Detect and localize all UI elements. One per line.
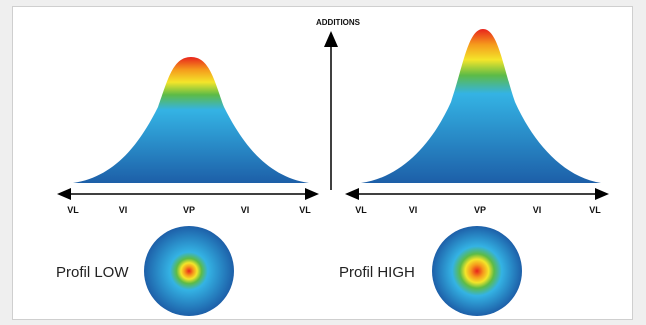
profile-label-low: Profil LOW xyxy=(56,264,129,281)
additions-axis: ADDITIONS xyxy=(316,18,361,190)
profile-label-high: Profil HIGH xyxy=(339,264,415,281)
tick-label: VI xyxy=(119,205,128,215)
tick-label: VL xyxy=(589,205,601,215)
additions-axis-arrow-up-icon xyxy=(324,31,338,47)
tick-label: VI xyxy=(533,205,542,215)
diagram-frame: ADDITIONS VL VI VP VI VL Profil LOW VL V… xyxy=(12,6,633,320)
lens-profile-disc-high xyxy=(432,226,522,316)
axis-arrow-right-icon xyxy=(595,188,609,200)
tick-label: VL xyxy=(299,205,311,215)
axis-arrow-left-icon xyxy=(345,188,359,200)
panel-high: VL VI VP VI VL Profil HIGH xyxy=(339,29,609,316)
additions-axis-label: ADDITIONS xyxy=(316,18,361,27)
axis-arrow-right-icon xyxy=(305,188,319,200)
tick-label: VI xyxy=(409,205,418,215)
tick-label: VL xyxy=(67,205,79,215)
axis-arrow-left-icon xyxy=(57,188,71,200)
distribution-curve-high xyxy=(361,29,601,183)
diagram-canvas: ADDITIONS VL VI VP VI VL Profil LOW VL V… xyxy=(56,18,609,316)
tick-label: VL xyxy=(355,205,367,215)
lens-profile-disc-low xyxy=(144,226,234,316)
tick-label: VP xyxy=(183,205,195,215)
tick-label: VI xyxy=(241,205,250,215)
tick-label: VP xyxy=(474,205,486,215)
distribution-curve-low xyxy=(73,57,309,183)
panel-low: VL VI VP VI VL Profil LOW xyxy=(56,57,319,316)
